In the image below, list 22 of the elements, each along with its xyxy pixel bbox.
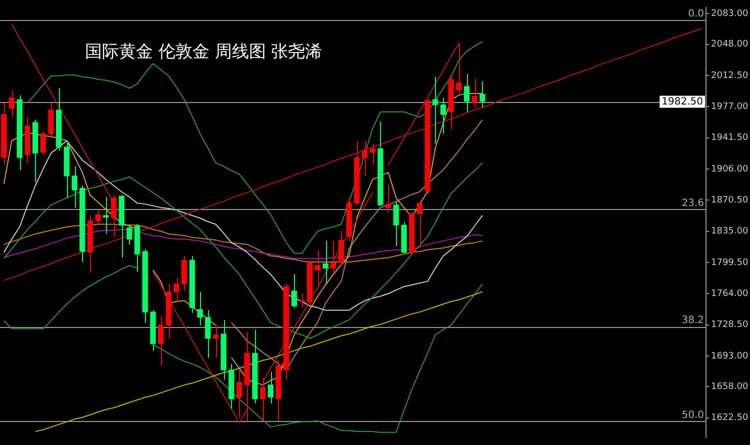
- ref-line-label: 1982.50: [662, 96, 703, 108]
- y-tick-label: 1906.00: [711, 164, 748, 174]
- y-tick-label: 1941.50: [711, 133, 748, 144]
- text: 国际黄金 伦敦金 周线图 张尧浠: [85, 42, 322, 62]
- annotation: 0.0: [688, 8, 704, 20]
- annotation: 23.6: [682, 198, 704, 209]
- candlestick: [72, 166, 78, 208]
- y-tick-label: 1693.00: [711, 351, 748, 362]
- y-tick-label: 1799.50: [711, 258, 748, 268]
- y-tick-label: 1870.50: [711, 195, 748, 206]
- y-tick-label: 2048.00: [711, 40, 748, 50]
- y-tick-label: 1977.00: [711, 102, 748, 112]
- y-tick-label: 2083.00: [711, 8, 748, 19]
- y-tick-label: 1835.00: [711, 226, 748, 237]
- y-tick-label: 1658.00: [711, 382, 748, 392]
- annotation: 50.0: [682, 410, 704, 421]
- annotation: 38.2: [682, 315, 704, 326]
- y-tick-label: 1764.00: [711, 288, 748, 299]
- candlestick: [299, 293, 305, 308]
- y-tick-label: 1622.50: [711, 413, 748, 424]
- y-tick-label: 1728.50: [711, 320, 748, 330]
- y-tick-label: 2012.50: [711, 70, 748, 81]
